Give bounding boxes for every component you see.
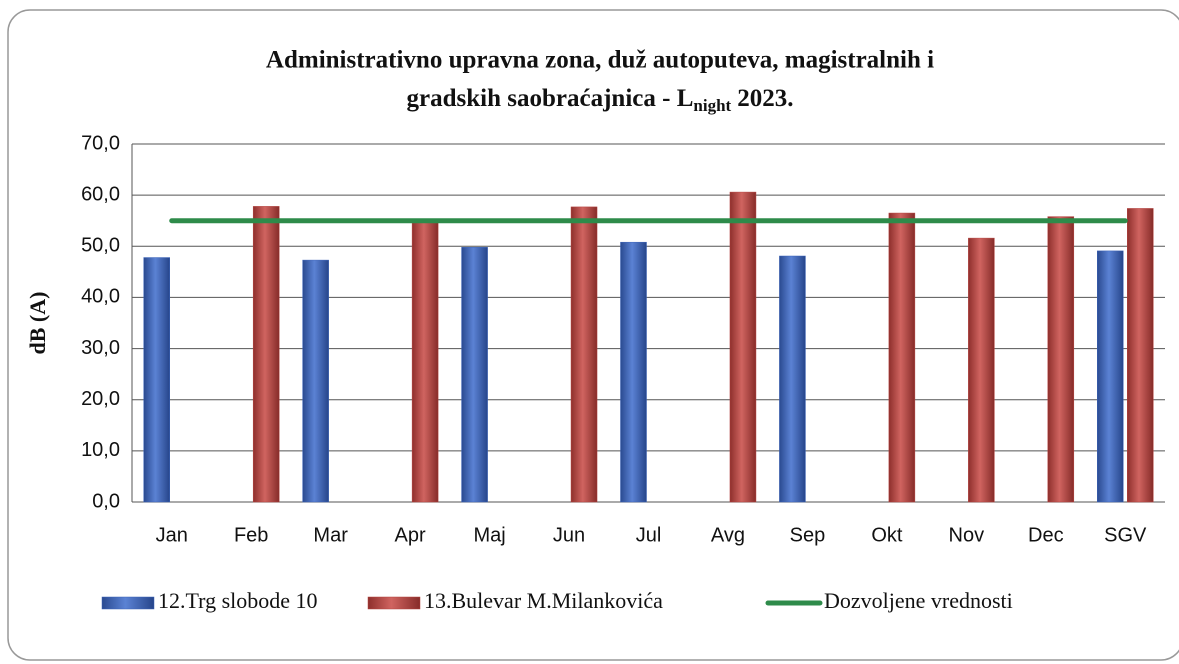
x-tick-label: Feb: [234, 524, 268, 546]
x-tick-label: SGV: [1104, 524, 1147, 546]
y-tick-label: 50,0: [81, 235, 120, 257]
title-subscript: night: [693, 96, 731, 115]
bar: [143, 257, 170, 503]
legend-swatch: [367, 596, 421, 610]
bar: [729, 191, 757, 503]
bar: [620, 241, 647, 503]
y-tick-label: 70,0: [81, 132, 120, 154]
bar: [302, 259, 329, 503]
chart-title: gradskih saobraćajnica - Lnight 2023.: [407, 85, 794, 115]
bar: [411, 220, 439, 503]
legend-label: Dozvoljene vrednosti: [824, 588, 1013, 613]
bar: [968, 237, 995, 503]
y-tick-label: 10,0: [81, 439, 120, 461]
bar: [1047, 216, 1075, 503]
legend-swatch: [101, 596, 155, 610]
chart-title: gradskih saobraćajnica - L: [407, 85, 694, 112]
bar: [888, 212, 916, 503]
bar: [252, 206, 280, 503]
x-tick-label: Sep: [790, 524, 826, 546]
bar: [461, 247, 488, 503]
y-tick-label: 0,0: [92, 490, 120, 512]
x-tick-label: Mar: [313, 524, 348, 546]
x-tick-label: Dec: [1028, 524, 1064, 546]
legend-label: 12.Trg slobode 10: [158, 588, 318, 613]
bar: [1097, 250, 1124, 503]
bar: [1127, 208, 1154, 503]
y-axis-label: dB (A): [25, 292, 50, 355]
legend-label: 13.Bulevar M.Milankovića: [424, 588, 663, 613]
x-tick-label: Maj: [473, 524, 505, 546]
x-tick-label: Nov: [949, 524, 985, 546]
x-tick-label: Jul: [636, 524, 662, 546]
y-tick-label: 20,0: [81, 388, 120, 410]
chart-title: Administrativno upravna zona, duž autopu…: [266, 47, 934, 74]
bar: [570, 206, 598, 503]
y-tick-label: 40,0: [81, 286, 120, 308]
x-tick-label: Apr: [395, 524, 426, 546]
x-tick-label: Avg: [711, 524, 745, 546]
y-tick-label: 30,0: [81, 337, 120, 359]
x-tick-label: Okt: [871, 524, 903, 546]
x-tick-label: Jan: [156, 524, 188, 546]
bar: [779, 255, 806, 503]
title-suffix: 2023.: [737, 85, 793, 112]
y-tick-label: 60,0: [81, 183, 120, 205]
x-tick-label: Jun: [553, 524, 585, 546]
